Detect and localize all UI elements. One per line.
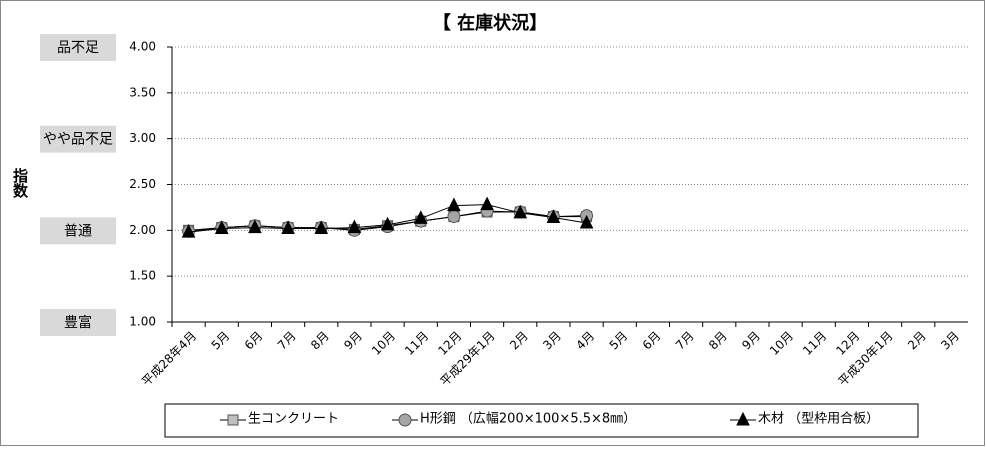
y-tick-label: 3.50 (129, 85, 156, 99)
legend-label: 木材 （型枠用合板） (758, 412, 879, 427)
level-box (40, 217, 116, 245)
data-point (248, 219, 262, 234)
data-point (281, 220, 295, 234)
y-tick-label: 1.00 (129, 315, 156, 329)
chart-title: 【 在庫状況】 (433, 12, 547, 34)
level-box (40, 125, 116, 153)
data-point (181, 224, 196, 238)
data-point (579, 214, 594, 229)
level-box (40, 34, 116, 61)
y-tick-label: 3.00 (129, 131, 156, 145)
level-label: 品不足 (57, 40, 99, 56)
data-point (347, 219, 362, 234)
y-axis-label: 指数 (11, 167, 29, 199)
y-tick-label: 2.00 (129, 223, 156, 237)
data-point (214, 220, 229, 234)
legend-marker (227, 414, 239, 426)
level-label: 普通 (64, 223, 92, 239)
data-point (413, 210, 428, 224)
data-point (513, 204, 528, 219)
y-tick-label: 1.50 (129, 269, 156, 283)
level-label: やや品不足 (43, 132, 113, 148)
data-point (380, 216, 395, 231)
legend-box (164, 403, 919, 438)
y-tick-label: 4.00 (129, 40, 156, 54)
legend-label: 生コンクリート (248, 412, 339, 427)
data-point (546, 209, 561, 223)
legend-label: H形鋼 （広幅200×100×5.5×8㎜） (420, 412, 636, 427)
data-point (314, 220, 329, 234)
legend-marker (398, 413, 412, 427)
data-point (447, 210, 461, 224)
data-point (447, 197, 461, 212)
y-tick-label: 2.50 (129, 177, 156, 191)
data-point (480, 196, 494, 211)
legend-marker (736, 411, 750, 426)
level-box (40, 309, 116, 336)
level-label: 豊富 (64, 314, 92, 331)
